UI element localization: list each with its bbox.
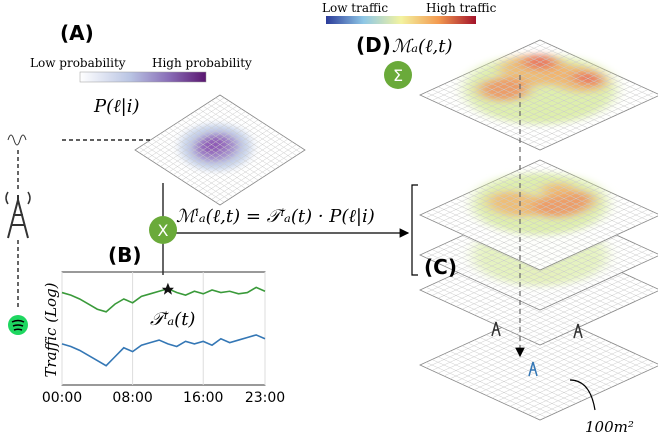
panel-label: (C) (424, 255, 457, 279)
cell-size: 100m² (585, 418, 634, 436)
panel-label: (D) (356, 33, 391, 57)
colorbar-high: High probability (152, 56, 252, 70)
colorbar-low: Low probability (30, 56, 126, 70)
grid-layer (135, 95, 305, 205)
aggregate-label: ℳₐ(ℓ,t) (392, 36, 453, 57)
grid-layers (135, 40, 658, 420)
colorbar-low: Low traffic (322, 1, 388, 15)
y-axis-label: Traffic (Log) (42, 282, 60, 377)
x-tick-label: 23:00 (245, 390, 285, 406)
x-tick-label: 16:00 (183, 390, 223, 406)
colorbar (326, 16, 476, 24)
x-tick-label: 08:00 (112, 390, 152, 406)
panel-label: (A) (60, 21, 94, 45)
multiply-symbol: X (158, 221, 169, 240)
colorbar (80, 72, 206, 82)
traffic-plot: Traffic (Log) 𝒯ⁱₐ(t) 00:00 08:00 16:00 23:0… (42, 272, 285, 406)
grid-layer (420, 40, 658, 150)
colorbar-high: High traffic (426, 1, 497, 15)
bracket (412, 185, 418, 275)
figure: X Σ (A) (B) (C) (D) Low probability High… (0, 0, 658, 441)
x-tick-label: 00:00 (42, 390, 82, 406)
star-marker (162, 283, 174, 295)
panel-label: (B) (108, 243, 142, 267)
sum-symbol: Σ (393, 66, 403, 85)
formula: ℳⁱₐ(ℓ,t) = 𝒯ⁱₐ(t) · P(ℓ|i) (176, 206, 375, 227)
series-label: 𝒯ⁱₐ(t) (150, 309, 195, 330)
antenna-icon (8, 195, 28, 238)
series-line (62, 335, 265, 366)
probability-label: P(ℓ|i) (93, 96, 139, 117)
signal-icon (8, 135, 26, 145)
